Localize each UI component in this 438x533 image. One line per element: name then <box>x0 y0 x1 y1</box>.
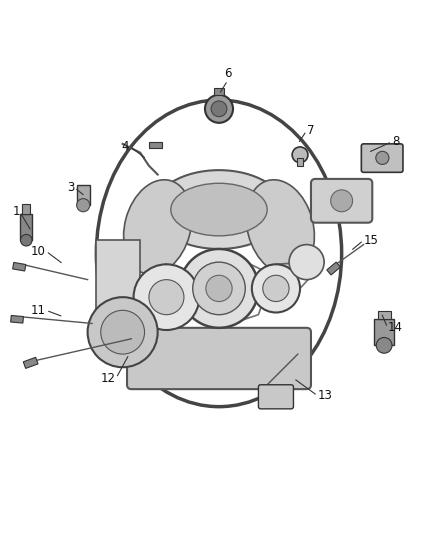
Text: 4: 4 <box>122 140 129 152</box>
Circle shape <box>289 245 324 280</box>
Text: 15: 15 <box>364 233 378 247</box>
FancyBboxPatch shape <box>311 179 372 223</box>
Ellipse shape <box>124 180 192 274</box>
Circle shape <box>292 147 308 163</box>
Circle shape <box>88 297 158 367</box>
Text: 10: 10 <box>31 245 46 257</box>
Circle shape <box>149 280 184 314</box>
Circle shape <box>21 235 32 246</box>
Text: 14: 14 <box>388 321 403 334</box>
Text: 12: 12 <box>101 372 116 385</box>
Bar <box>21 214 32 240</box>
Bar <box>11 316 24 323</box>
Text: 1: 1 <box>12 205 20 218</box>
Circle shape <box>134 264 199 330</box>
Circle shape <box>180 249 258 328</box>
Bar <box>297 158 303 166</box>
FancyBboxPatch shape <box>361 144 403 172</box>
Bar <box>149 142 162 148</box>
Ellipse shape <box>153 170 285 249</box>
Bar <box>378 311 391 319</box>
Bar <box>327 262 340 275</box>
Text: 3: 3 <box>67 181 74 194</box>
FancyBboxPatch shape <box>127 328 311 389</box>
Bar <box>22 204 30 214</box>
Circle shape <box>206 275 232 302</box>
Text: 11: 11 <box>31 304 46 317</box>
Circle shape <box>205 95 233 123</box>
Circle shape <box>252 264 300 312</box>
Bar <box>77 185 90 205</box>
Circle shape <box>376 151 389 165</box>
Bar <box>23 357 38 368</box>
Bar <box>214 88 224 95</box>
FancyBboxPatch shape <box>258 385 293 409</box>
Circle shape <box>211 101 227 117</box>
Text: 8: 8 <box>392 135 399 148</box>
Circle shape <box>331 190 353 212</box>
Text: 7: 7 <box>307 124 314 137</box>
Bar <box>96 240 140 319</box>
Ellipse shape <box>246 180 314 274</box>
Bar <box>374 319 394 345</box>
Ellipse shape <box>171 183 267 236</box>
Circle shape <box>376 337 392 353</box>
Text: 6: 6 <box>224 67 232 80</box>
Circle shape <box>101 310 145 354</box>
Circle shape <box>193 262 245 314</box>
Bar <box>13 262 26 271</box>
Text: 13: 13 <box>318 389 332 402</box>
Circle shape <box>77 199 90 212</box>
Circle shape <box>263 275 289 302</box>
